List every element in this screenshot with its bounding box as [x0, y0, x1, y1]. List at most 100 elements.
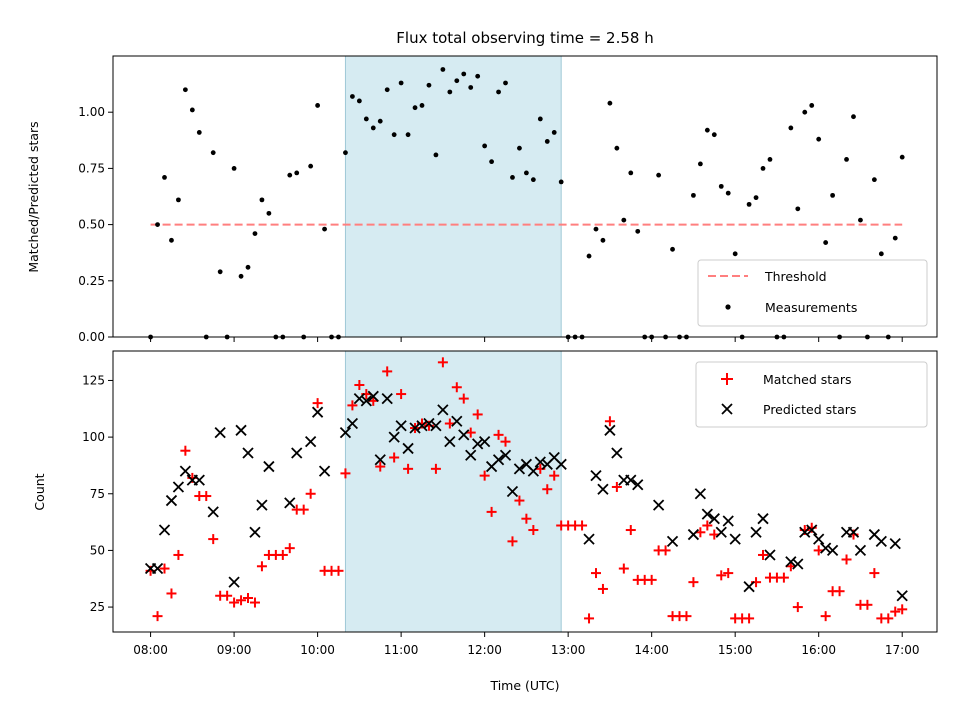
matched-star-point — [403, 463, 414, 474]
measurement-point — [586, 253, 592, 259]
measurement-point — [802, 109, 808, 115]
legend-measurements-label: Measurements — [765, 300, 857, 315]
predicted-star-point — [256, 499, 268, 511]
predicted-star-point — [179, 465, 192, 477]
measurement-point — [899, 154, 905, 160]
measurement-point — [196, 130, 202, 135]
measurement-point — [544, 139, 550, 144]
predicted-star-point — [604, 424, 616, 436]
predicted-star-point — [694, 488, 707, 500]
matched-star-point — [333, 565, 344, 576]
predicted-star-point — [339, 426, 352, 439]
matched-star-point — [702, 520, 713, 531]
bottom-y-tick-label: 75 — [90, 487, 105, 501]
measurement-point — [489, 159, 494, 165]
predicted-star-point — [492, 454, 505, 466]
matched-star-point — [528, 525, 539, 536]
measurement-point — [384, 87, 390, 93]
matched-star-point — [486, 506, 497, 517]
matched-star-point — [152, 611, 163, 622]
measurement-point — [447, 89, 453, 95]
predicted-star-point — [743, 581, 755, 593]
matched-star-point — [347, 400, 358, 411]
measurement-point — [795, 206, 801, 212]
top-axes: 0.00 0.25 0.50 0.75 1.00 Flux total observin… — [26, 29, 938, 344]
matched-star-point — [577, 520, 588, 531]
bottom-y-tick-label: 50 — [90, 543, 105, 557]
matched-star-point — [430, 463, 441, 474]
x-tick-label: 10:00 — [300, 643, 335, 657]
matched-star-points — [145, 357, 908, 624]
top-legend-box — [697, 259, 928, 327]
measurement-point — [315, 103, 321, 108]
measurement-point — [816, 136, 822, 142]
matched-star-point — [758, 549, 769, 560]
matched-star-point — [305, 488, 316, 499]
predicted-star-point — [465, 449, 477, 461]
measurement-point — [426, 82, 432, 88]
measurement-point — [830, 192, 836, 198]
measurement-point — [871, 177, 877, 183]
bottom-axes: 25 50 75 100 125 08:00 09:00 10:00 11:00 12:00 13… — [32, 350, 938, 693]
measurement-point — [412, 105, 418, 111]
matched-star-point — [173, 549, 184, 560]
predicted-star-point — [701, 508, 713, 520]
measurement-point — [370, 125, 376, 131]
matched-star-point — [514, 495, 525, 506]
predicted-star-point — [750, 526, 762, 538]
measurement-point — [510, 174, 515, 180]
predicted-star-point — [854, 544, 867, 557]
matched-star-point — [249, 597, 260, 608]
measurement-point — [621, 217, 627, 223]
measurement-point — [844, 157, 849, 162]
matched-star-point — [549, 470, 560, 481]
predicted-star-point — [847, 526, 860, 538]
top-axes-frame — [112, 55, 938, 338]
measurement-point — [231, 166, 237, 171]
measurement-point — [419, 103, 425, 108]
measurement-point — [697, 161, 703, 167]
matched-star-point — [493, 429, 504, 440]
measurement-point — [363, 116, 369, 122]
measurement-point — [760, 166, 766, 171]
matched-star-point — [597, 583, 608, 594]
predicted-star-point — [806, 524, 818, 536]
predicted-star-point — [353, 392, 366, 405]
top-x-ticks — [150, 337, 903, 342]
predicted-star-point — [249, 526, 261, 538]
predicted-star-point — [291, 447, 303, 459]
predicted-star-point — [590, 470, 602, 482]
predicted-star-point — [416, 420, 428, 432]
measurement-point — [162, 174, 167, 180]
bottom-y-tick-label: 100 — [82, 430, 105, 444]
top-y-axis-label: Matched/Predicted stars — [26, 121, 41, 272]
measurement-point — [711, 132, 717, 138]
measurement-point — [176, 197, 181, 203]
measurement-point — [746, 201, 752, 207]
bottom-shaded-interval — [344, 350, 562, 633]
predicted-star-point — [513, 463, 526, 475]
matched-star-point — [611, 481, 622, 492]
predicted-star-point — [499, 449, 512, 461]
measurement-point — [356, 98, 362, 104]
top-y-ticks: 0.00 0.25 0.50 0.75 1.00 — [78, 105, 113, 344]
matched-star-point — [897, 604, 908, 615]
measurement-point — [878, 251, 884, 257]
predicted-star-point — [534, 456, 546, 468]
predicted-star-point — [478, 436, 491, 448]
measurement-point — [691, 192, 696, 198]
measurement-point — [635, 228, 641, 234]
predicted-star-point — [423, 417, 435, 430]
bottom-legend: Matched stars Predicted stars — [695, 361, 928, 428]
top-y-tick-label: 0.25 — [78, 274, 105, 288]
matched-star-point — [500, 436, 511, 447]
measurement-point — [482, 143, 488, 149]
matched-star-point — [256, 561, 267, 572]
predicted-star-point — [158, 524, 171, 536]
predicted-star-point — [472, 438, 484, 450]
x-tick-label: 17:00 — [885, 643, 920, 657]
predicted-star-point — [172, 481, 185, 493]
matched-star-point — [618, 563, 629, 574]
matched-star-point — [465, 427, 476, 438]
bottom-y-ticks: 25 50 75 100 125 — [82, 373, 113, 614]
